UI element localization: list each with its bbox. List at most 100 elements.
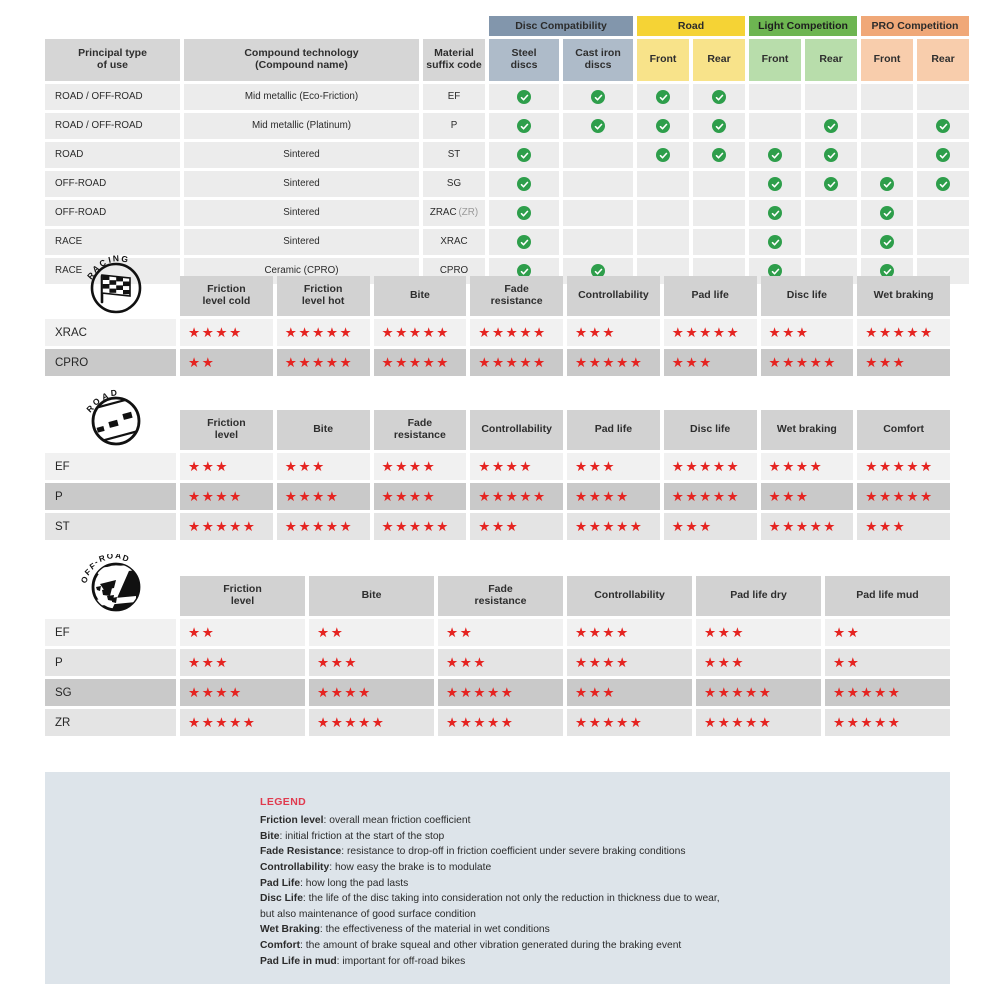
- star-rating: ★★★★★: [478, 354, 547, 370]
- star-rating: ★★★: [478, 518, 520, 534]
- cell-pro-front: [861, 142, 913, 168]
- rating-cell: ★★★★★: [825, 709, 950, 736]
- legend-entry: but also maintenance of good surface con…: [260, 908, 476, 920]
- row-compound-technology: Sintered: [184, 171, 419, 197]
- cell-road-front: [637, 113, 689, 139]
- cell-road-rear: [693, 229, 745, 255]
- check-circle-icon: [517, 90, 531, 104]
- check-circle-icon: [824, 148, 838, 162]
- svg-text:D: D: [121, 554, 129, 564]
- rating-col-header: Pad life: [567, 410, 660, 450]
- racing-rating-table: R A C I N G Friction level cold Friction le…: [45, 254, 950, 376]
- cell-road-rear: [693, 113, 745, 139]
- table-row: EF ★★★ ★★★ ★★★★ ★★★★ ★★★ ★★★★★ ★★★★ ★★★★★: [45, 453, 950, 480]
- check-circle-icon: [712, 90, 726, 104]
- rating-cell: ★★★★★: [180, 709, 305, 736]
- check-circle-icon: [517, 235, 531, 249]
- cell-road-rear: [693, 171, 745, 197]
- rating-cell: ★★★★: [309, 679, 434, 706]
- checkered-flag-icon: R A C I N G: [85, 254, 141, 314]
- group-header-road: Road: [637, 16, 745, 36]
- check-circle-icon: [712, 119, 726, 133]
- col-header-line1: Compound technology: [244, 47, 359, 60]
- table-row: P ★★★★ ★★★★ ★★★★ ★★★★★ ★★★★ ★★★★★ ★★★ ★★★★★: [45, 483, 950, 510]
- cell-pro-front: [861, 229, 913, 255]
- legend-entry: Friction level: overall mean friction co…: [260, 815, 471, 826]
- cell-cast-iron-discs: [563, 142, 633, 168]
- cell-steel-discs: [489, 113, 559, 139]
- cell-light-rear: [805, 229, 857, 255]
- table-row: ST ★★★★★ ★★★★★ ★★★★★ ★★★ ★★★★★ ★★★ ★★★★★ ★★★: [45, 513, 950, 540]
- rating-col-header: Disc life: [663, 410, 757, 450]
- cell-road-rear: [693, 84, 745, 110]
- check-circle-icon: [936, 119, 950, 133]
- rating-cell: ★★★★★: [857, 483, 950, 510]
- row-principal-type: ROAD / OFF-ROAD: [45, 84, 180, 110]
- check-circle-icon: [591, 119, 605, 133]
- group-header-pro-competition: PRO Competition: [861, 16, 969, 36]
- check-circle-icon: [656, 148, 670, 162]
- check-circle-icon: [936, 148, 950, 162]
- rating-col-header: Friction level hot: [276, 276, 370, 316]
- rating-cell: ★★★: [760, 483, 854, 510]
- cell-cast-iron-discs: [563, 84, 633, 110]
- svg-text:-: -: [92, 557, 99, 566]
- rating-cell: ★★★★: [567, 619, 692, 646]
- cell-pro-rear: [917, 171, 969, 197]
- star-rating: ★★★: [575, 684, 617, 700]
- col-header-road-rear: Rear: [693, 39, 745, 81]
- cell-cast-iron-discs: [563, 113, 633, 139]
- cell-light-rear: [805, 171, 857, 197]
- rating-col-header: Fade resistance: [438, 576, 563, 616]
- rating-cell: ★★: [438, 619, 563, 646]
- mud-splash-icon-badge: O F F - R O A D: [45, 554, 176, 616]
- cell-light-rear: [805, 200, 857, 226]
- row-compound-technology: Mid metallic (Eco-Friction): [184, 84, 419, 110]
- cell-pro-front: [861, 171, 913, 197]
- cell-road-front: [637, 84, 689, 110]
- col-header-line1: Cast iron: [575, 47, 621, 60]
- svg-text:N: N: [112, 254, 119, 263]
- rating-cell: ★★★★★: [696, 709, 821, 736]
- rating-cell: ★★★★★: [470, 349, 563, 376]
- star-rating: ★★★★★: [284, 324, 354, 340]
- col-header-line2: (Compound name): [255, 59, 348, 71]
- rating-cell: ★★★: [663, 349, 757, 376]
- check-circle-icon: [517, 119, 531, 133]
- rating-cell: ★★: [825, 619, 950, 646]
- cell-cast-iron-discs: [563, 229, 633, 255]
- star-rating: ★★★★★: [671, 488, 741, 504]
- star-rating: ★★★: [704, 624, 746, 640]
- star-rating: ★★★★★: [575, 354, 644, 370]
- rating-cell: ★★★: [470, 513, 563, 540]
- star-rating: ★★★★★: [478, 488, 547, 504]
- check-circle-icon: [768, 177, 782, 191]
- group-header-light-competition: Light Competition: [749, 16, 857, 36]
- table-row: EF ★★ ★★ ★★ ★★★★ ★★★ ★★: [45, 619, 950, 646]
- check-circle-icon: [768, 206, 782, 220]
- rating-cell: ★★★: [857, 349, 950, 376]
- row-principal-type: ROAD / OFF-ROAD: [45, 113, 180, 139]
- rating-cell: ★★★★★: [373, 319, 467, 346]
- check-circle-icon: [656, 119, 670, 133]
- svg-text:G: G: [120, 254, 128, 264]
- road-rating-table: R O A D Friction level Bite Fade resistance C…: [45, 388, 950, 540]
- cell-steel-discs: [489, 229, 559, 255]
- col-header-line1: Principal type: [78, 47, 147, 60]
- star-rating: ★★★★★: [704, 714, 773, 730]
- star-rating: ★★: [188, 624, 216, 640]
- col-header-steel-discs: Steel discs: [489, 39, 559, 81]
- rating-cell: ★★★★★: [438, 679, 563, 706]
- svg-text:F: F: [88, 561, 97, 571]
- row-material-suffix-code: EF: [423, 84, 485, 110]
- rating-col-header: Wet braking: [760, 410, 854, 450]
- rating-row-label: P: [45, 483, 176, 510]
- cell-light-front: [749, 229, 801, 255]
- rating-cell: ★★★: [760, 319, 854, 346]
- rating-col-header: Friction level: [180, 410, 273, 450]
- star-rating: ★★★★★: [768, 354, 838, 370]
- rating-cell: ★★★★★: [567, 513, 660, 540]
- check-circle-icon: [768, 235, 782, 249]
- rating-cell: ★★: [309, 619, 434, 646]
- rating-col-header: Friction level: [180, 576, 305, 616]
